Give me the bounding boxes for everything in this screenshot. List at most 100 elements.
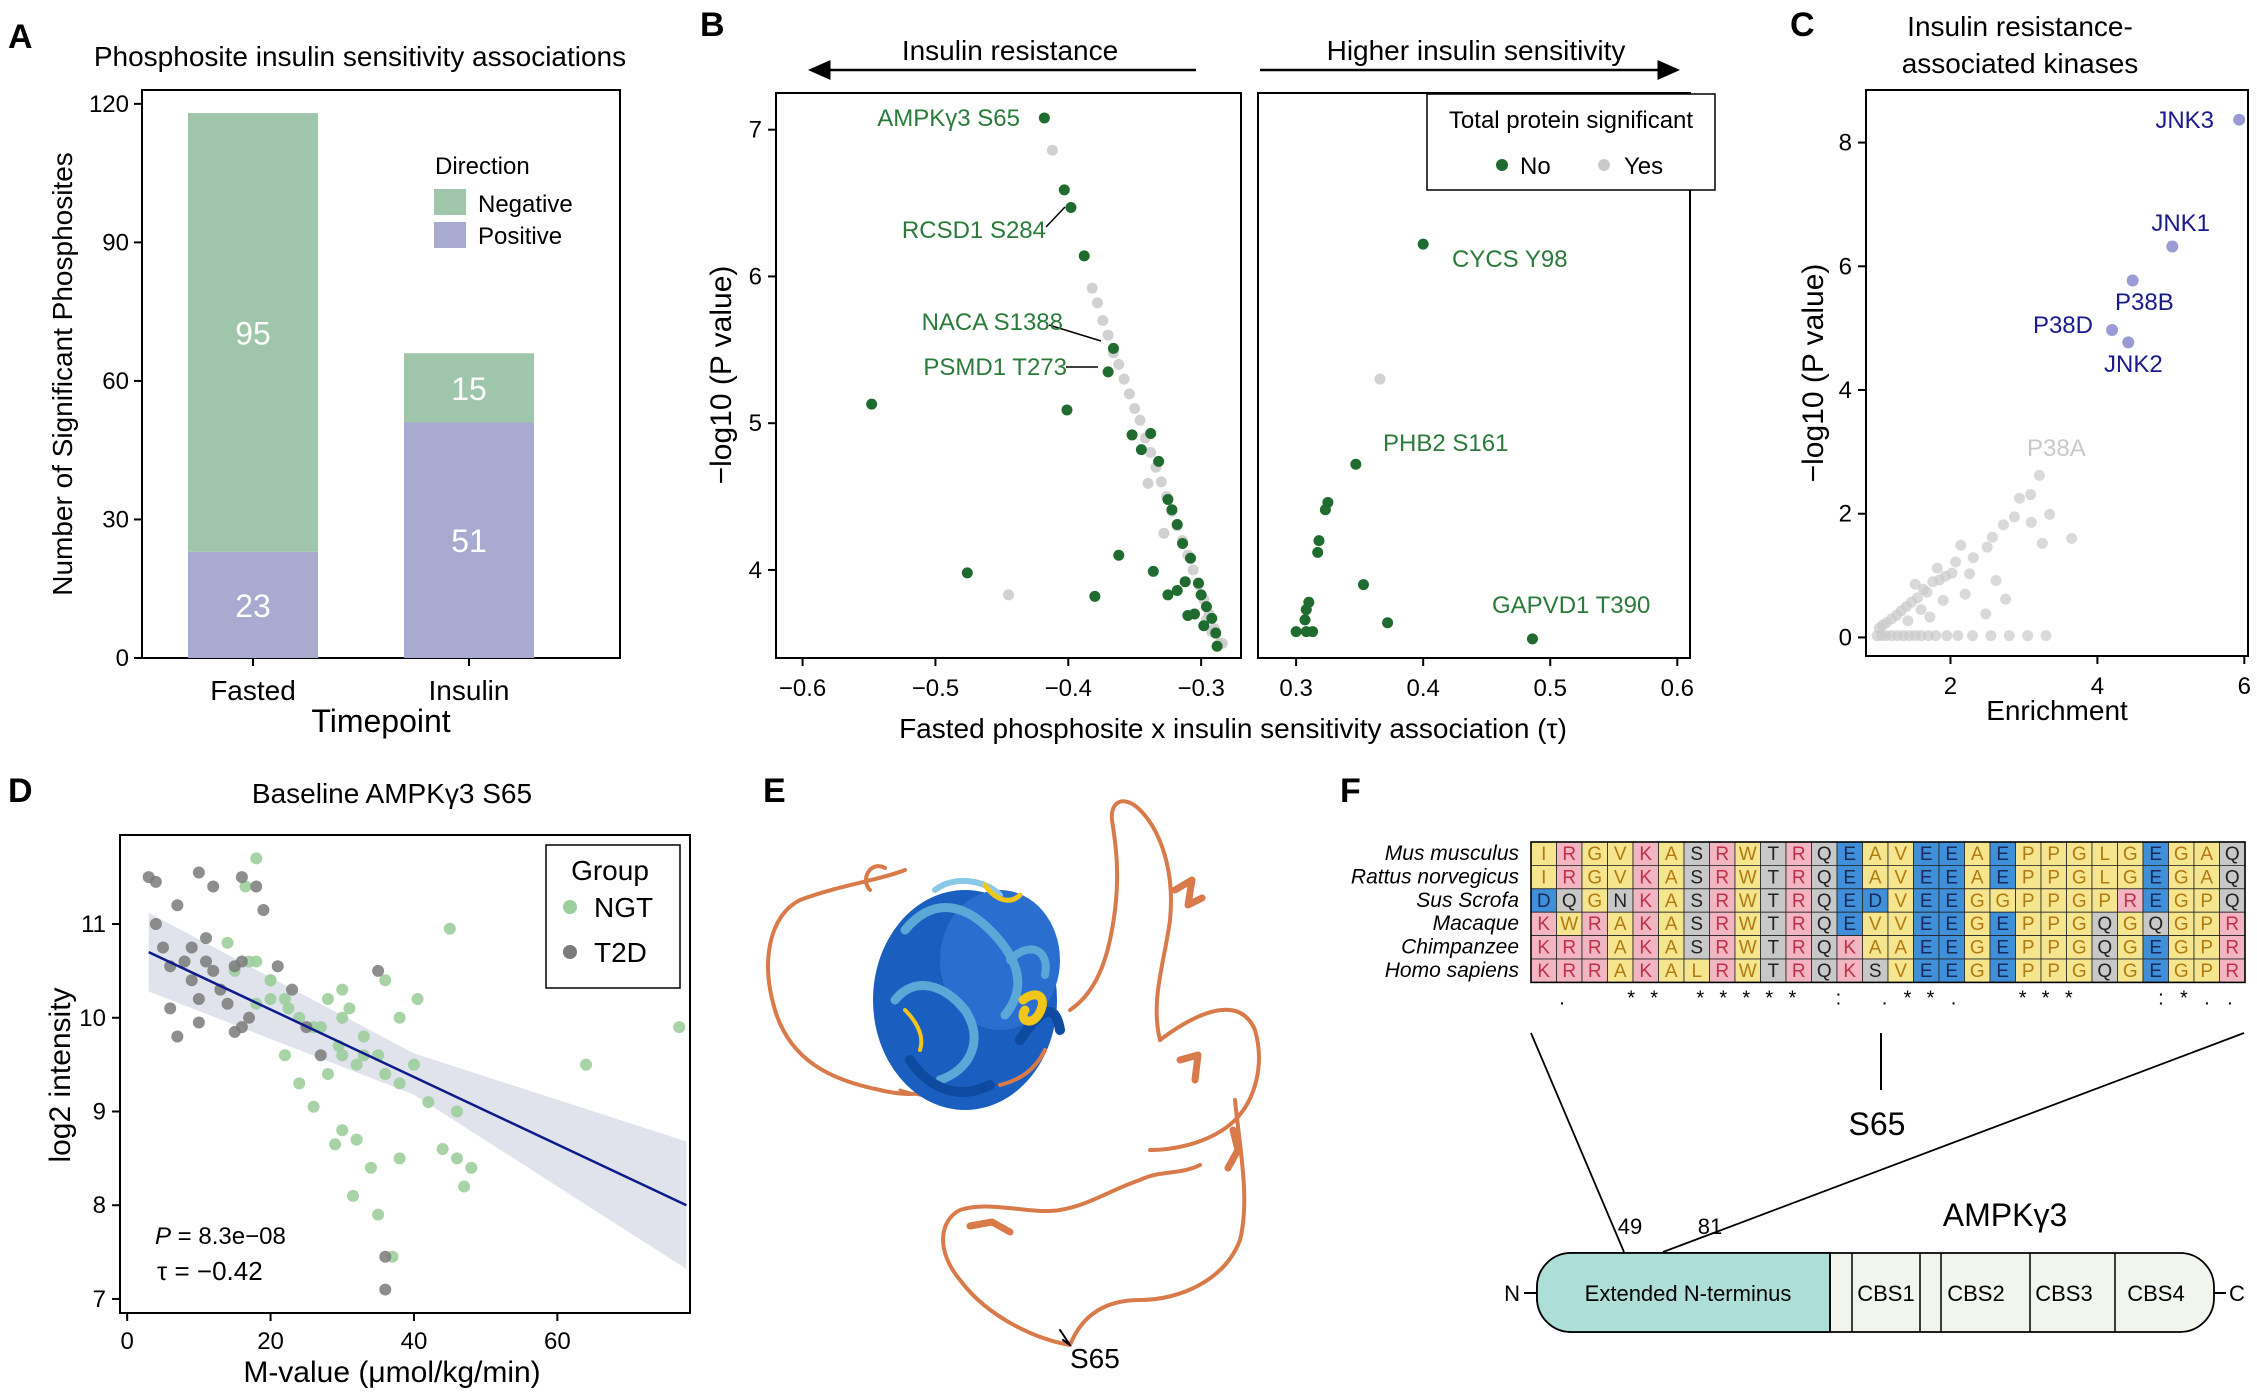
panel-c-frame bbox=[1865, 89, 2249, 657]
amino-acid: R bbox=[1792, 844, 1806, 865]
panel-b-right-frame bbox=[1257, 92, 1691, 659]
kinase-point-background bbox=[1931, 562, 1943, 574]
p-value-number: = 8.3e−08 bbox=[171, 1223, 286, 1250]
amino-acid: E bbox=[1843, 914, 1856, 935]
x-tick-label: 60 bbox=[544, 1328, 571, 1355]
amino-acid: K bbox=[1639, 961, 1652, 982]
species-label: Sus Scrofa bbox=[1416, 889, 1519, 912]
point-t2d bbox=[379, 1250, 392, 1263]
legend-ngt-marker bbox=[563, 900, 577, 914]
bar-positive-insulin bbox=[404, 422, 534, 658]
amino-acid: E bbox=[1920, 961, 1933, 982]
amino-acid: A bbox=[1665, 938, 1678, 959]
panel-b-legend bbox=[1426, 93, 1716, 191]
panel-a-legend-positive: Positive bbox=[478, 223, 562, 250]
regression-line bbox=[148, 951, 687, 1207]
point-t2d bbox=[200, 955, 213, 968]
insulin-resistance-label: Insulin resistance bbox=[902, 35, 1118, 66]
y-axis-title: −log10 (P value) bbox=[1797, 264, 1830, 483]
point-t2d bbox=[149, 918, 162, 931]
amino-acid: A bbox=[1614, 938, 1627, 959]
position-49-label: 49 bbox=[1618, 1214, 1642, 1239]
amino-acid: P bbox=[2047, 914, 2060, 935]
point-yes bbox=[1003, 589, 1014, 601]
amino-acid: S bbox=[1869, 961, 1882, 982]
point-ngt bbox=[411, 993, 424, 1006]
amino-acid: A bbox=[1869, 844, 1882, 865]
amino-acid: E bbox=[1945, 961, 1958, 982]
amino-acid: N bbox=[1613, 891, 1627, 912]
point-t2d bbox=[379, 1283, 392, 1296]
label-gapvd1: GAPVD1 T390 bbox=[1492, 592, 1650, 619]
tau-annotation: τ = −0.42 bbox=[157, 1256, 263, 1286]
y-tick-label: 0 bbox=[1839, 624, 1852, 651]
amino-acid: Q bbox=[1817, 938, 1832, 959]
x-axis-title: M-value (μmol/kg/min) bbox=[243, 1356, 540, 1389]
point-ngt bbox=[250, 852, 263, 865]
amino-acid: G bbox=[1587, 844, 1602, 865]
kinase-point-background bbox=[1985, 630, 1997, 642]
panel-c-letter: C bbox=[1790, 6, 1815, 44]
species-label: Homo sapiens bbox=[1385, 959, 1520, 982]
amino-acid: K bbox=[1537, 938, 1550, 959]
y-tick-label: 5 bbox=[749, 410, 762, 437]
y-axis-title: log2 intensity bbox=[44, 987, 77, 1162]
amino-acid: G bbox=[2174, 961, 2189, 982]
amino-acid: G bbox=[1995, 891, 2010, 912]
point-ngt bbox=[364, 1161, 377, 1174]
point-t2d bbox=[314, 1049, 327, 1062]
amino-acid: G bbox=[2174, 891, 2189, 912]
point-no bbox=[1319, 504, 1331, 516]
amino-acid: R bbox=[1792, 961, 1806, 982]
kinase-point-background bbox=[2040, 630, 2052, 642]
amino-acid: A bbox=[1971, 844, 1984, 865]
cbs2-label: CBS2 bbox=[1947, 1281, 2004, 1306]
x-tick-label: 40 bbox=[401, 1328, 428, 1355]
amino-acid: L bbox=[2099, 867, 2110, 888]
y-tick-label: 8 bbox=[1839, 130, 1852, 157]
conservation-mark: . bbox=[1559, 987, 1565, 1009]
kinase-point-background bbox=[1964, 568, 1976, 580]
point-no bbox=[1135, 444, 1147, 456]
amino-acid: P bbox=[2022, 938, 2035, 959]
point-t2d bbox=[372, 964, 385, 977]
legend-no-label: No bbox=[1520, 153, 1551, 180]
point-t2d bbox=[250, 880, 263, 893]
amino-acid: K bbox=[1537, 961, 1550, 982]
point-t2d bbox=[178, 955, 191, 968]
panel-e: E S65 bbox=[763, 772, 1261, 1374]
point-ngt bbox=[465, 1161, 478, 1174]
x-tick-label: 0 bbox=[120, 1328, 133, 1355]
panel-c-axes: 0 2 4 6 8 2 4 6 Enrichment −log10 (P value) bbox=[1797, 130, 2251, 726]
panel-b-legend-title: Total protein significant bbox=[1449, 107, 1693, 134]
amino-acid: P bbox=[2022, 844, 2035, 865]
position-81-label: 81 bbox=[1698, 1214, 1722, 1239]
panel-a-letter: A bbox=[8, 18, 33, 56]
panel-a-legend-title: Direction bbox=[435, 153, 530, 180]
point-no bbox=[1189, 608, 1200, 620]
point-ngt bbox=[314, 1021, 327, 1034]
kinase-point-background bbox=[2033, 469, 2045, 481]
amino-acid: W bbox=[1560, 914, 1578, 935]
p-value-annotation: P = 8.3e−08 bbox=[155, 1223, 286, 1250]
panel-d-title: Baseline AMPKγ3 S65 bbox=[252, 778, 532, 809]
point-no bbox=[1350, 458, 1362, 470]
amino-acid: P bbox=[2047, 867, 2060, 888]
kinase-label-p38b: P38B bbox=[2115, 289, 2174, 316]
leader-rcsd1 bbox=[1045, 206, 1066, 228]
kinase-label-jnk1: JNK1 bbox=[2151, 210, 2210, 237]
amino-acid: R bbox=[1588, 961, 1602, 982]
amino-acid: G bbox=[1970, 891, 1985, 912]
point-ngt bbox=[278, 1049, 291, 1062]
point-t2d bbox=[257, 903, 270, 916]
point-no bbox=[1290, 626, 1302, 638]
amino-acid: P bbox=[2047, 891, 2060, 912]
amino-acid: D bbox=[1868, 891, 1882, 912]
point-t2d bbox=[149, 875, 162, 888]
amino-acid: S bbox=[1690, 867, 1703, 888]
y-tick-label: 7 bbox=[93, 1286, 106, 1313]
point-ngt bbox=[329, 1138, 342, 1151]
y-tick-label: 30 bbox=[102, 506, 129, 533]
y-tick-label: 10 bbox=[79, 1005, 106, 1032]
